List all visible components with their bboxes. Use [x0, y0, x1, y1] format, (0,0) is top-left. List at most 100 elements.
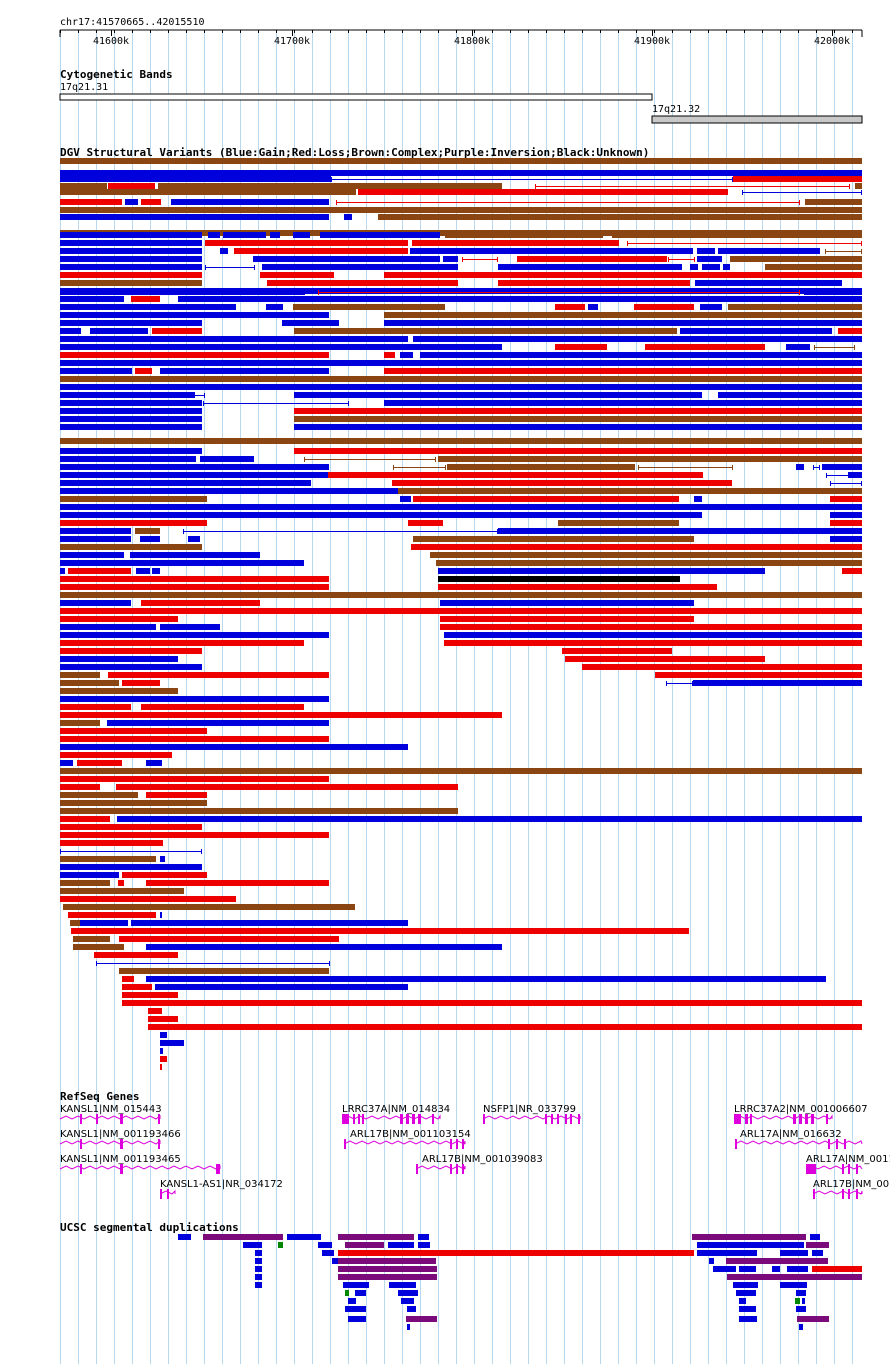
- dgv-variant[interactable]: [60, 712, 502, 718]
- dgv-variant[interactable]: [60, 289, 305, 295]
- dgv-variant[interactable]: [178, 296, 862, 302]
- dgv-variant[interactable]: [60, 352, 329, 358]
- gene-exon[interactable]: [462, 1139, 464, 1149]
- refseq-features[interactable]: [59, 1114, 863, 1199]
- dgv-variant[interactable]: [60, 183, 107, 189]
- dgv-variant[interactable]: [60, 280, 202, 286]
- gene-exon[interactable]: [120, 1164, 123, 1174]
- dgv-variant[interactable]: [148, 1016, 178, 1022]
- dgv-variant[interactable]: [60, 616, 178, 622]
- dgv-variant[interactable]: [555, 344, 607, 350]
- gene-exon[interactable]: [218, 1164, 220, 1174]
- dgv-variant[interactable]: [680, 328, 832, 334]
- dgv-variant[interactable]: [786, 344, 810, 350]
- dgv-variant[interactable]: [90, 328, 148, 334]
- dgv-variant[interactable]: [60, 464, 329, 470]
- dgv-variant[interactable]: [160, 856, 165, 862]
- segdup-feature[interactable]: [348, 1298, 356, 1304]
- dgv-variant[interactable]: [294, 328, 677, 334]
- dgv-variant[interactable]: [60, 720, 100, 726]
- gene-exon[interactable]: [96, 1114, 98, 1124]
- gene-arl17b-nm001103154[interactable]: [343, 1139, 466, 1149]
- dgv-variant[interactable]: [60, 624, 156, 630]
- dgv-variant[interactable]: [160, 368, 329, 374]
- segdup-feature[interactable]: [736, 1290, 756, 1296]
- dgv-variant[interactable]: [146, 880, 329, 886]
- dgv-variant[interactable]: [700, 304, 722, 310]
- dgv-variant[interactable]: [582, 664, 862, 670]
- dgv-variant[interactable]: [108, 183, 155, 189]
- segdup-feature[interactable]: [810, 1234, 820, 1240]
- dgv-variant[interactable]: [60, 744, 408, 750]
- dgv-variant[interactable]: [830, 520, 862, 526]
- segdup-feature[interactable]: [733, 1282, 758, 1288]
- dgv-variant[interactable]: [141, 704, 304, 710]
- dgv-variant[interactable]: [122, 992, 178, 998]
- dgv-variant[interactable]: [122, 976, 134, 982]
- gene-exon[interactable]: [811, 1114, 814, 1124]
- dgv-variant[interactable]: [438, 456, 862, 462]
- dgv-variant[interactable]: [60, 344, 502, 350]
- dgv-variant[interactable]: [634, 304, 694, 310]
- dgv-variant[interactable]: [294, 448, 862, 454]
- dgv-variant[interactable]: [413, 496, 679, 502]
- dgv-variant[interactable]: [60, 752, 172, 758]
- segdup-feature[interactable]: [787, 1266, 808, 1272]
- dgv-variant[interactable]: [822, 464, 862, 470]
- position-ruler[interactable]: chr17:41570665..42015510 41600k 41700k 4…: [59, 17, 863, 47]
- dgv-variant[interactable]: [135, 528, 160, 534]
- gene-exon[interactable]: [793, 1114, 796, 1124]
- dgv-variant[interactable]: [413, 536, 694, 542]
- dgv-variant[interactable]: [412, 240, 619, 246]
- dgv-variant[interactable]: [294, 424, 862, 430]
- segdup-feature[interactable]: [739, 1298, 746, 1304]
- dgv-variant[interactable]: [60, 480, 311, 486]
- dgv-variant[interactable]: [80, 920, 128, 926]
- gene-exon[interactable]: [450, 1139, 452, 1149]
- dgv-variant[interactable]: [108, 672, 329, 678]
- dgv-variant[interactable]: [60, 448, 202, 454]
- gene-exon[interactable]: [450, 1164, 452, 1174]
- refseq-track[interactable]: RefSeq Genes KANSL1|NM_015443 KANSL1|NM_…: [59, 1090, 890, 1199]
- segdup-feature[interactable]: [713, 1266, 736, 1272]
- dgv-variant[interactable]: [60, 632, 329, 638]
- segdup-feature[interactable]: [418, 1234, 429, 1240]
- dgv-variant[interactable]: [60, 824, 202, 830]
- segdup-feature[interactable]: [343, 1282, 369, 1288]
- dgv-variant[interactable]: [158, 183, 502, 189]
- gene-exon[interactable]: [551, 1114, 553, 1124]
- dgv-variant[interactable]: [60, 528, 131, 534]
- segdup-feature[interactable]: [401, 1298, 414, 1304]
- dgv-variant[interactable]: [60, 504, 862, 510]
- gene-exon[interactable]: [412, 1114, 415, 1124]
- segdup-feature[interactable]: [692, 1234, 806, 1240]
- segdup-feature[interactable]: [772, 1266, 780, 1272]
- segdup-feature[interactable]: [178, 1234, 191, 1240]
- dgv-variant[interactable]: [60, 840, 163, 846]
- dgv-variant[interactable]: [122, 680, 160, 686]
- dgv-variant[interactable]: [60, 207, 862, 213]
- gene-kansl1-as1[interactable]: [159, 1189, 176, 1199]
- segdup-feature[interactable]: [338, 1266, 437, 1272]
- segdup-feature[interactable]: [697, 1250, 757, 1256]
- segdup-feature[interactable]: [802, 1298, 805, 1304]
- gene-exon[interactable]: [120, 1114, 123, 1124]
- segdup-feature[interactable]: [203, 1234, 283, 1240]
- dgv-variant[interactable]: [718, 248, 820, 254]
- dgv-variant[interactable]: [60, 438, 862, 444]
- dgv-variant[interactable]: [60, 232, 202, 238]
- dgv-variant[interactable]: [60, 328, 81, 334]
- dgv-variant[interactable]: [60, 656, 178, 662]
- dgv-variant[interactable]: [60, 456, 196, 462]
- dgv-variant[interactable]: [60, 416, 202, 422]
- dgv-variant[interactable]: [60, 199, 122, 205]
- gene-exon[interactable]: [826, 1114, 828, 1124]
- dgv-variant[interactable]: [562, 648, 672, 654]
- gene-exon[interactable]: [734, 1114, 741, 1124]
- gene-exon[interactable]: [120, 1139, 123, 1149]
- dgv-variant[interactable]: [60, 214, 329, 220]
- gene-arl17b-nm001039083[interactable]: [415, 1164, 466, 1174]
- dgv-variant[interactable]: [152, 328, 202, 334]
- segdup-feature[interactable]: [709, 1258, 714, 1264]
- dgv-variant[interactable]: [60, 384, 862, 390]
